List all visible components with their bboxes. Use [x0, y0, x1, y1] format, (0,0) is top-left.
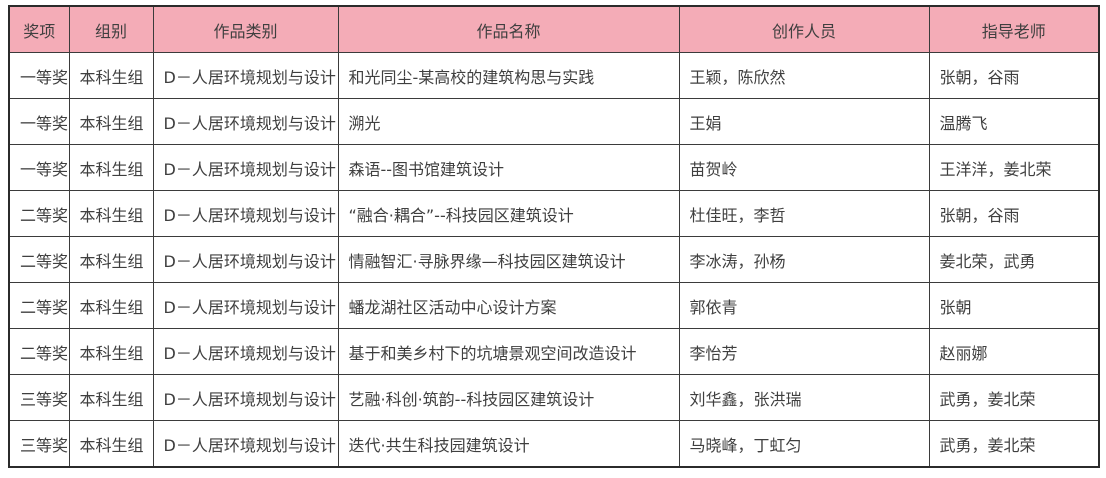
cell-group: 本科生组: [68, 374, 154, 421]
column-header-category: 作品类别: [152, 5, 339, 53]
cell-group: 本科生组: [68, 52, 154, 99]
table-row: 二等奖 本科生组 D－人居环境规划与设计 情融智汇·寻脉界缘—科技园区建筑设计 李冰涛，…: [8, 236, 1100, 283]
awards-table: 奖项 组别 作品类别 作品名称 创作人员 指导老师 一等奖 本科生组 D－人居环境规划与设计和…: [8, 5, 1100, 468]
cell-category: D－人居环境规划与设计: [152, 236, 339, 283]
cell-group: 本科生组: [68, 144, 154, 191]
column-header-title: 作品名称: [337, 5, 680, 53]
cell-title: 基于和美乡村下的坑塘景观空间改造设计: [337, 328, 680, 375]
cell-creators: 王娟: [678, 98, 930, 145]
cell-title: 和光同尘-某高校的建筑构思与实践: [337, 52, 680, 99]
cell-title: 蟠龙湖社区活动中心设计方案: [337, 282, 680, 329]
cell-creators: 马晓峰，丁虹匀: [678, 420, 930, 468]
cell-creators: 苗贺岭: [678, 144, 930, 191]
cell-title: 情融智汇·寻脉界缘—科技园区建筑设计: [337, 236, 680, 283]
cell-group: 本科生组: [68, 328, 154, 375]
cell-award: 二等奖: [8, 328, 70, 375]
table-row: 二等奖 本科生组 D－人居环境规划与设计 基于和美乡村下的坑塘景观空间改造设计 李怡芳赵…: [8, 328, 1100, 375]
cell-teachers: 温腾飞: [928, 98, 1100, 145]
table-row: 一等奖 本科生组 D－人居环境规划与设计 和光同尘-某高校的建筑构思与实践 王颖，陈欣然…: [8, 52, 1100, 99]
cell-category: D－人居环境规划与设计: [152, 420, 339, 468]
cell-category: D－人居环境规划与设计: [152, 374, 339, 421]
cell-award: 一等奖: [8, 52, 70, 99]
cell-teachers: 赵丽娜: [928, 328, 1100, 375]
header-row: 奖项 组别 作品类别 作品名称 创作人员 指导老师: [8, 5, 1100, 53]
column-header-creators: 创作人员: [678, 5, 930, 53]
table-row: 二等奖 本科生组 D－人居环境规划与设计 蟠龙湖社区活动中心设计方案 郭依青 张朝: [8, 282, 1100, 329]
cell-award: 三等奖: [8, 420, 70, 468]
cell-award: 二等奖: [8, 282, 70, 329]
column-header-teachers: 指导老师: [928, 5, 1100, 53]
table-row: 三等奖 本科生组 D－人居环境规划与设计 迭代·共生科技园建筑设计 马晓峰，丁虹匀 武勇，…: [8, 420, 1100, 468]
cell-creators: 郭依青: [678, 282, 930, 329]
cell-creators: 李冰涛，孙杨: [678, 236, 930, 283]
cell-category: D－人居环境规划与设计: [152, 144, 339, 191]
table-row: 一等奖 本科生组 D－人居环境规划与设计 溯光 王娟 温腾飞: [8, 98, 1100, 145]
cell-group: 本科生组: [68, 282, 154, 329]
cell-title: “融合·耦合”--科技园区建筑设计: [337, 190, 680, 237]
cell-award: 一等奖: [8, 144, 70, 191]
cell-creators: 刘华鑫，张洪瑞: [678, 374, 930, 421]
cell-award: 二等奖: [8, 236, 70, 283]
cell-teachers: 张朝，谷雨: [928, 190, 1100, 237]
cell-category: D－人居环境规划与设计: [152, 98, 339, 145]
table-row: 二等奖 本科生组 D－人居环境规划与设计 “融合·耦合”--科技园区建筑设计 杜佳旺，李…: [8, 190, 1100, 237]
column-header-award: 奖项: [8, 5, 70, 53]
cell-group: 本科生组: [68, 190, 154, 237]
cell-title: 迭代·共生科技园建筑设计: [337, 420, 680, 468]
cell-title: 艺融·科创·筑韵--科技园区建筑设计: [337, 374, 680, 421]
cell-creators: 李怡芳: [678, 328, 930, 375]
cell-teachers: 张朝: [928, 282, 1100, 329]
table-row: 一等奖 本科生组 D－人居环境规划与设计 森语--图书馆建筑设计 苗贺岭 王洋洋，姜北荣: [8, 144, 1100, 191]
cell-title: 森语--图书馆建筑设计: [337, 144, 680, 191]
table-row: 三等奖 本科生组 D－人居环境规划与设计 艺融·科创·筑韵--科技园区建筑设计 刘华鑫，…: [8, 374, 1100, 421]
cell-teachers: 武勇，姜北荣: [928, 420, 1100, 468]
cell-teachers: 王洋洋，姜北荣: [928, 144, 1100, 191]
cell-award: 二等奖: [8, 190, 70, 237]
cell-category: D－人居环境规划与设计: [152, 190, 339, 237]
cell-teachers: 张朝，谷雨: [928, 52, 1100, 99]
cell-teachers: 武勇，姜北荣: [928, 374, 1100, 421]
cell-award: 一等奖: [8, 98, 70, 145]
cell-award: 三等奖: [8, 374, 70, 421]
cell-group: 本科生组: [68, 236, 154, 283]
cell-teachers: 姜北荣，武勇: [928, 236, 1100, 283]
cell-creators: 王颖，陈欣然: [678, 52, 930, 99]
cell-title: 溯光: [337, 98, 680, 145]
cell-category: D－人居环境规划与设计: [152, 328, 339, 375]
cell-category: D－人居环境规划与设计: [152, 52, 339, 99]
cell-creators: 杜佳旺，李哲: [678, 190, 930, 237]
cell-category: D－人居环境规划与设计: [152, 282, 339, 329]
cell-group: 本科生组: [68, 420, 154, 468]
cell-group: 本科生组: [68, 98, 154, 145]
column-header-group: 组别: [68, 5, 154, 53]
